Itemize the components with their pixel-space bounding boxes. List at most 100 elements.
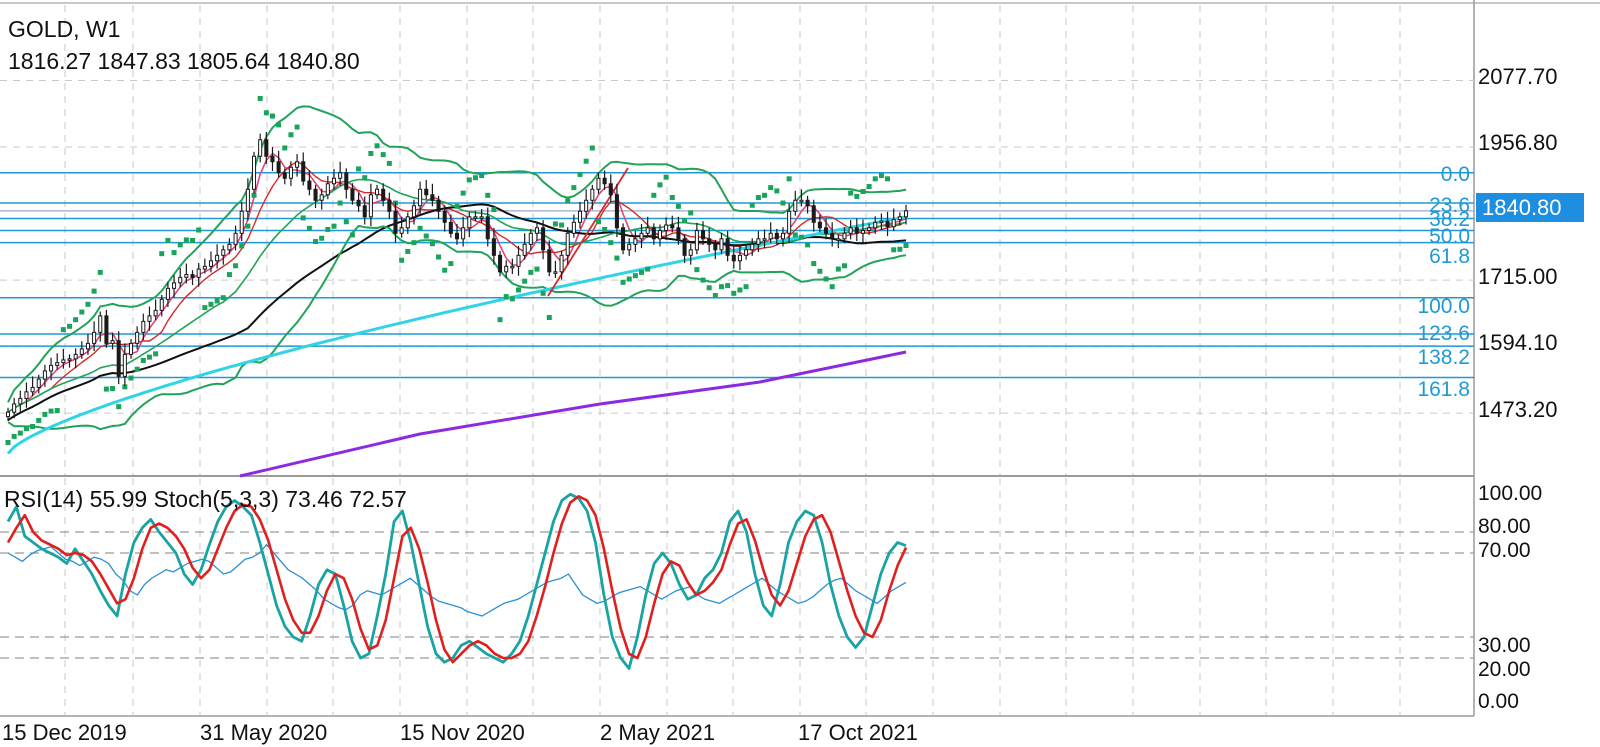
- candle-body: [461, 227, 466, 240]
- candle-body: [516, 254, 521, 267]
- candle-body: [682, 238, 687, 256]
- candle-body: [24, 391, 29, 399]
- sar-dot: [116, 404, 122, 410]
- sar-dot: [546, 315, 552, 321]
- sar-dot: [552, 221, 558, 227]
- candle-body: [172, 282, 177, 289]
- candle-body: [79, 348, 84, 355]
- sar-dot: [436, 254, 442, 260]
- candle-body: [307, 180, 312, 190]
- sar-dot: [774, 188, 780, 194]
- candle-body: [485, 216, 490, 240]
- price-tick: 1473.20: [1478, 397, 1558, 422]
- candle-body: [393, 210, 398, 234]
- candle-body: [590, 188, 595, 201]
- candle-body: [860, 230, 865, 234]
- sar-dot: [368, 150, 374, 156]
- candle-body: [116, 340, 121, 377]
- candle-body: [362, 205, 367, 218]
- sar-dot: [423, 233, 429, 239]
- sar-dot: [829, 284, 835, 290]
- sar-dot: [269, 113, 275, 119]
- current-price-badge: [1476, 193, 1584, 222]
- sar-dot: [214, 298, 220, 304]
- candle-body: [5, 411, 11, 418]
- sar-dot: [835, 266, 841, 272]
- ma-red-line: [7, 161, 907, 413]
- sar-dot: [534, 266, 540, 272]
- sar-dot: [466, 177, 472, 183]
- sar-dot: [565, 198, 571, 204]
- candle-body: [159, 298, 164, 311]
- candle-body: [295, 161, 300, 168]
- sar-dot: [196, 227, 202, 233]
- candle-body: [725, 238, 730, 256]
- candle-body: [565, 232, 570, 256]
- indicator-readout: RSI(14) 55.99 Stoch(5,3,3) 73.46 72.57: [4, 486, 407, 512]
- candle-body: [282, 172, 287, 179]
- sar-dot: [620, 279, 626, 285]
- candle-body: [547, 249, 552, 273]
- sar-dot: [233, 263, 239, 269]
- sar-dot: [67, 323, 73, 329]
- sar-dot: [325, 226, 331, 232]
- candle-body: [719, 238, 724, 251]
- ma-cyan-line: [6, 215, 907, 455]
- candle-body: [811, 205, 816, 223]
- sar-dot: [343, 219, 349, 225]
- osc-tick: 20.00: [1478, 658, 1531, 681]
- sar-dot: [159, 251, 165, 257]
- fib-label-138-2: 138.2: [1417, 346, 1470, 369]
- candle-body: [780, 232, 786, 240]
- candle-body: [55, 362, 60, 366]
- sar-dot: [356, 166, 362, 172]
- candle-body: [233, 232, 238, 245]
- candle-body: [731, 254, 736, 262]
- candle-body: [141, 320, 146, 333]
- sar-dot: [171, 250, 177, 256]
- sar-dot: [768, 185, 774, 191]
- sar-dot: [595, 219, 601, 225]
- candle-body: [202, 265, 207, 270]
- candle-body: [836, 238, 841, 241]
- sar-dot: [706, 285, 712, 291]
- current-price-label: 1840.80: [1482, 195, 1562, 220]
- candle-body: [338, 172, 343, 179]
- candle-body: [110, 340, 115, 344]
- sar-dot: [891, 247, 897, 253]
- sar-dot: [208, 301, 214, 307]
- candle-body: [448, 221, 453, 234]
- price-tick: 1715.00: [1478, 264, 1558, 289]
- sar-dot: [202, 305, 208, 311]
- oscillator-lines: [6, 492, 908, 670]
- sar-dot: [811, 261, 817, 267]
- sar-dot: [903, 243, 909, 249]
- candle-body: [85, 342, 90, 350]
- candle-body: [178, 276, 183, 284]
- candle-body: [239, 210, 244, 234]
- sar-dot: [103, 386, 109, 392]
- candle-body: [208, 260, 213, 267]
- sar-dot: [110, 386, 116, 392]
- sar-dot: [411, 240, 417, 246]
- symbol-title: GOLD, W1: [8, 16, 121, 42]
- sar-dot: [239, 243, 245, 249]
- candle-body: [405, 216, 410, 229]
- candle-body: [424, 188, 429, 196]
- candle-body: [42, 370, 47, 380]
- stoch-signal-line: [6, 494, 908, 664]
- sar-dot: [848, 190, 854, 196]
- sar-dot: [479, 173, 485, 179]
- sar-dot: [134, 366, 140, 372]
- sar-dot: [854, 193, 860, 199]
- candle-body: [430, 194, 435, 201]
- candle-body: [737, 254, 742, 262]
- candle-body: [301, 161, 306, 182]
- sar-dot: [380, 152, 386, 158]
- candle-body: [676, 227, 681, 240]
- time-tick: 31 May 2020: [200, 720, 327, 745]
- sar-dot: [294, 124, 300, 130]
- fib-label-23-6: 23.6: [1429, 194, 1470, 217]
- candle-body: [584, 199, 589, 212]
